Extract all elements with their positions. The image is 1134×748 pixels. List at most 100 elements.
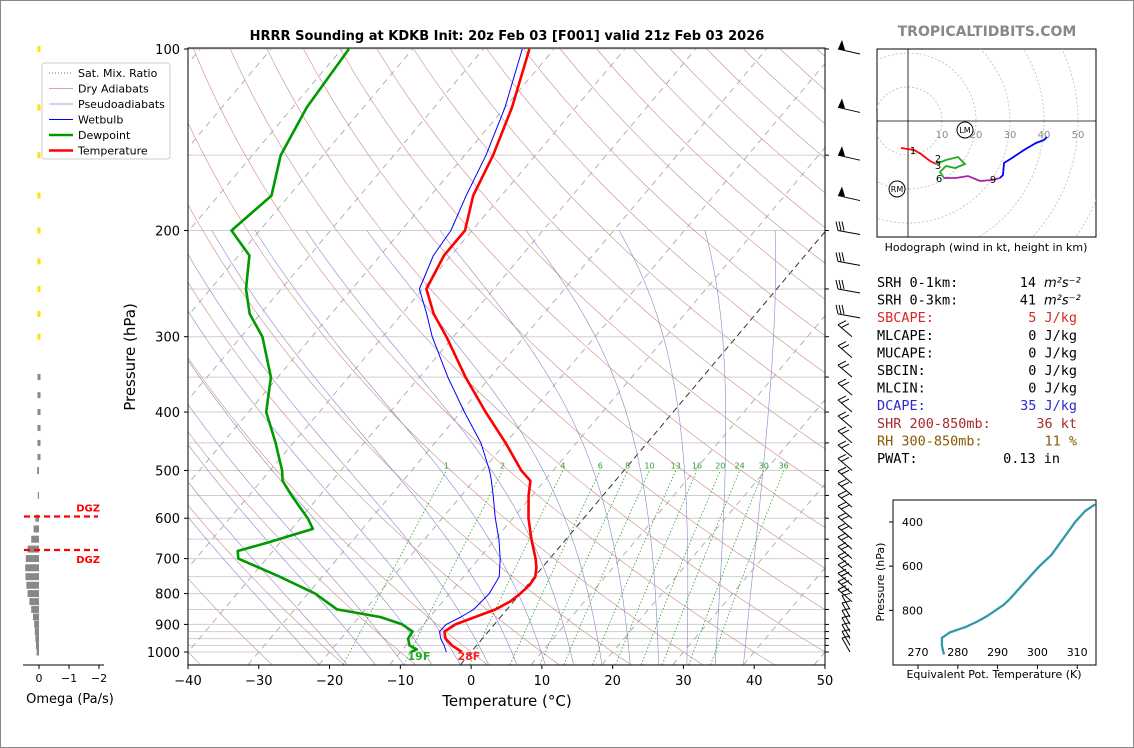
barb-feather: [840, 363, 850, 369]
legend-label: Pseudoadiabats: [78, 98, 165, 111]
omega-bar: [25, 564, 39, 572]
theta-e-panel: 270 280 290 300 310 400 600 800: [889, 503, 1096, 669]
storm-motion-label: LM: [959, 126, 970, 135]
index-unit: m²s⁻²: [1044, 276, 1081, 291]
barb-feather: [841, 622, 851, 626]
hodograph-height-label: 2: [935, 154, 941, 165]
hodograph-ring-label: 10: [936, 130, 949, 141]
isotherm: [389, 146, 825, 665]
barb-feather: [840, 323, 850, 329]
chart-title: HRRR Sounding at KDKB Init: 20z Feb 03 […: [250, 29, 765, 44]
omega-bar: [37, 104, 41, 111]
wind-barb: [837, 378, 853, 396]
omega-bar: [37, 258, 41, 265]
omega-bar: [34, 620, 39, 628]
barb-feather: [837, 411, 847, 417]
dry-adiabat: [303, 48, 825, 569]
barb-feather: [837, 378, 847, 384]
omega-bar: [37, 227, 41, 234]
omega-bar: [33, 613, 39, 621]
wind-barb: [837, 40, 861, 55]
x-tick-label: −20: [316, 674, 343, 689]
y-tick-label: 600: [155, 512, 180, 527]
dry-adiabat: [188, 203, 632, 665]
pseudoadiabat: [211, 230, 518, 665]
isotherm: [530, 315, 825, 665]
x-tick-label: −40: [174, 674, 201, 689]
wind-barb: [837, 98, 861, 113]
x-axis-label: Temperature (°C): [441, 692, 571, 710]
isotherm: [247, 48, 767, 665]
dgz-label: DGZ: [76, 555, 100, 566]
mixing-ratio-label: 4: [560, 461, 565, 470]
barb-feather: [840, 344, 850, 350]
wind-barb: [837, 341, 853, 359]
mixing-ratio-line: [592, 470, 677, 665]
barb-feather: [841, 607, 851, 611]
x-tick-label: 50: [817, 674, 834, 689]
wind-barb: [837, 577, 853, 594]
legend-label: Dewpoint: [78, 129, 131, 142]
barb-staff: [837, 195, 861, 202]
barb-feather: [840, 563, 850, 569]
index-label: SBCIN:: [877, 363, 926, 379]
omega-bar: [37, 374, 41, 381]
index-label: PWAT:: [877, 451, 918, 467]
legend-label: Temperature: [77, 145, 148, 158]
barb-feather: [840, 580, 850, 586]
barb-staff: [837, 364, 853, 378]
wind-barb: [837, 360, 853, 378]
index-value: 0 J/kg: [1028, 381, 1077, 397]
theta-e-y-label: Pressure (hPa): [874, 543, 887, 622]
omega-bar: [25, 573, 39, 581]
barb-feather: [840, 398, 850, 404]
barb-staff: [837, 555, 853, 569]
omega-bar: [37, 466, 39, 474]
dry-adiabat: [229, 48, 825, 653]
barb-feather: [838, 252, 842, 262]
zero-isotherm: [459, 230, 825, 665]
isotherm: [188, 48, 626, 569]
hodograph-height-label: 9: [990, 175, 996, 186]
barb-feather: [841, 600, 851, 604]
barb-staff: [837, 230, 861, 236]
isotherm: [601, 399, 825, 665]
wind-barb: [835, 252, 861, 266]
barb-feather: [837, 532, 847, 538]
hodograph-frame: [876, 48, 1097, 238]
barb-feather: [837, 522, 847, 528]
wind-barb: [837, 585, 853, 603]
hodograph-height-label: 6: [936, 174, 942, 185]
wind-barb: [837, 146, 861, 161]
pseudoadiabat: [188, 481, 348, 665]
wind-barb: [837, 440, 853, 458]
barb-staff: [837, 154, 861, 161]
mixing-ratio-line: [640, 470, 721, 665]
legend-label: Dry Adiabats: [78, 83, 149, 96]
omega-bar: [37, 333, 41, 340]
theta-e-x-tick-label: 290: [987, 646, 1008, 659]
barb-feather: [841, 635, 851, 639]
dry-adiabat: [413, 48, 825, 450]
index-label: SHR 200-850mb:: [877, 416, 991, 432]
barb-feather: [838, 221, 842, 231]
storm-motion-marker: [956, 121, 974, 139]
y-tick-label: 500: [155, 464, 180, 479]
index-label: SBCAPE:: [877, 310, 934, 326]
pseudoadiabat: [188, 403, 404, 665]
wind-barb: [837, 454, 853, 471]
hodograph-caption: Hodograph (wind in kt, height in km): [885, 241, 1088, 254]
barb-feather: [837, 320, 847, 326]
mixing-ratio-label: 8: [625, 461, 630, 470]
barb-feather: [840, 429, 850, 435]
barb-feather: [837, 466, 847, 472]
barb-staff: [837, 444, 853, 458]
barb-staff: [837, 572, 853, 586]
wind-barb: [837, 186, 861, 202]
barb-staff: [837, 345, 853, 359]
omega-bar: [35, 514, 39, 522]
omega-bar: [31, 605, 39, 613]
barb-feather: [837, 560, 847, 566]
barb-feather: [840, 443, 850, 449]
barb-feather: [837, 395, 847, 401]
